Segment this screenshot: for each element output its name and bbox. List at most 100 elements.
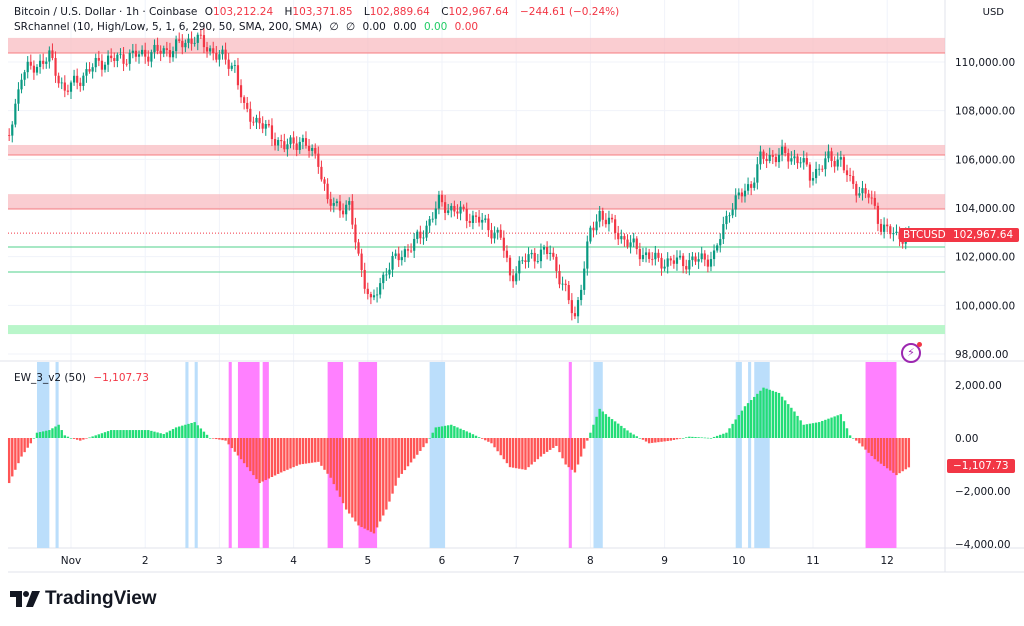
- time-tick-label: 7: [513, 555, 520, 567]
- lightning-alert-icon[interactable]: ⚡: [901, 342, 922, 363]
- candle-body: [595, 221, 598, 231]
- histogram-bar: [14, 438, 17, 470]
- candle: [669, 255, 672, 266]
- candle-body: [113, 58, 116, 61]
- histogram-bar: [626, 430, 629, 438]
- candle: [533, 248, 536, 269]
- candle-body: [830, 151, 833, 161]
- histogram-bar: [654, 438, 657, 443]
- ew-label[interactable]: EW_3_v2 (50): [14, 372, 86, 384]
- histogram-bar: [181, 425, 184, 438]
- histogram-bar: [892, 438, 895, 473]
- candle: [434, 201, 437, 226]
- candle-body: [382, 274, 385, 284]
- histogram-bar: [351, 438, 354, 518]
- candle: [487, 213, 490, 237]
- candle-body: [341, 210, 345, 215]
- histogram-bar: [666, 438, 669, 442]
- candle: [255, 114, 258, 129]
- candle: [338, 194, 342, 218]
- candle: [478, 210, 481, 227]
- histogram-bar: [326, 438, 329, 474]
- sr-label[interactable]: SRchannel (10, High/Low, 5, 1, 6, 290, 5…: [14, 21, 323, 33]
- histogram-bar: [845, 428, 849, 438]
- candle: [836, 152, 839, 171]
- candle-body: [348, 201, 351, 205]
- candle: [113, 52, 116, 68]
- candle-body: [277, 140, 280, 146]
- candle-body: [468, 220, 471, 223]
- histogram-bar: [487, 438, 490, 442]
- candle-body: [654, 252, 657, 260]
- candle-body: [515, 273, 518, 282]
- candle-body: [808, 164, 812, 181]
- candle-body: [323, 179, 326, 184]
- candle-body: [394, 253, 397, 256]
- candle: [889, 224, 892, 239]
- histogram-bar: [301, 438, 305, 465]
- currency-label[interactable]: USD: [982, 7, 1004, 18]
- candle: [450, 203, 453, 218]
- candle: [63, 75, 66, 98]
- candle: [462, 204, 465, 212]
- histogram-bar: [372, 438, 376, 534]
- histogram-bar: [555, 438, 558, 446]
- candle-body: [731, 209, 734, 216]
- histogram-bar: [159, 433, 162, 438]
- candle-body: [345, 204, 348, 215]
- histogram-bar: [505, 438, 509, 464]
- candle: [209, 45, 212, 56]
- candle-body: [743, 190, 747, 197]
- candle: [787, 148, 790, 169]
- histogram-bar: [858, 438, 861, 444]
- histogram-bar: [861, 438, 864, 447]
- histogram-bar: [561, 438, 564, 459]
- histogram-bar: [709, 438, 713, 439]
- candle-body: [72, 75, 76, 83]
- candle: [394, 249, 397, 259]
- sr-v6: 0.00: [454, 21, 479, 33]
- candle: [490, 222, 493, 244]
- candle: [604, 213, 607, 228]
- candle: [484, 214, 487, 223]
- candle-body: [784, 146, 787, 153]
- candle: [156, 37, 159, 55]
- histogram-bar: [446, 425, 450, 438]
- candle-body: [555, 256, 558, 272]
- candle: [215, 45, 218, 63]
- candle-body: [474, 215, 478, 217]
- candle-body: [400, 257, 403, 261]
- candle: [147, 50, 150, 66]
- candle: [283, 133, 286, 153]
- histogram-bar: [419, 438, 422, 451]
- candle: [419, 225, 422, 245]
- histogram-bar: [886, 438, 889, 469]
- candle: [858, 186, 861, 198]
- histogram-bar: [647, 438, 651, 444]
- histogram-bar: [598, 408, 601, 438]
- histogram-bar: [833, 416, 836, 438]
- high-value: 103,371.85: [292, 6, 353, 18]
- candle: [620, 229, 623, 244]
- candle-body: [261, 123, 264, 129]
- resistance-zone: [8, 194, 945, 209]
- candle-body: [620, 236, 623, 240]
- candle-body: [499, 229, 502, 238]
- symbol-title[interactable]: Bitcoin / U.S. Dollar · 1h · Coinbase: [14, 6, 198, 18]
- candle-body: [110, 55, 113, 59]
- candle-body: [372, 295, 376, 298]
- histogram-bar: [774, 391, 778, 438]
- band-magenta: [327, 362, 344, 548]
- candle: [552, 247, 555, 260]
- histogram-bar: [607, 416, 611, 438]
- candle: [573, 306, 577, 320]
- histogram-bar: [202, 431, 206, 438]
- candle: [759, 145, 762, 170]
- candle-body: [332, 203, 335, 206]
- candle: [184, 39, 187, 53]
- candle: [672, 254, 675, 269]
- tradingview-logo[interactable]: TradingView: [10, 588, 157, 610]
- histogram-bar: [239, 438, 243, 460]
- candle: [311, 144, 314, 157]
